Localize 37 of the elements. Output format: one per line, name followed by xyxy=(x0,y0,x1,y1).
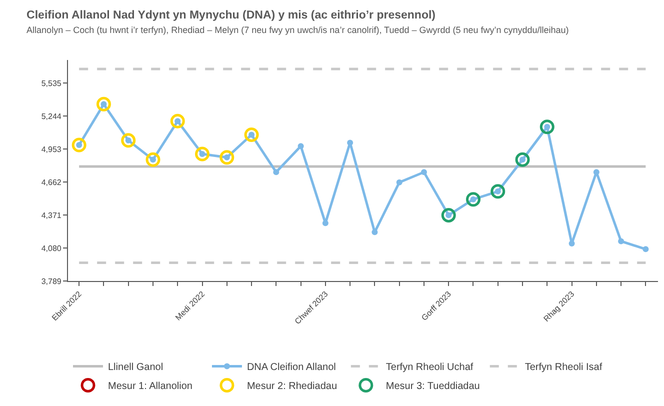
point xyxy=(540,120,554,134)
point xyxy=(121,133,136,148)
y-tick-label: 5,535 xyxy=(41,79,62,88)
legend-label: Mesur 2: Rhediadau xyxy=(246,381,338,392)
point xyxy=(372,229,378,236)
point xyxy=(466,192,480,207)
legend-label: Mesur 3: Tueddiadau xyxy=(386,381,480,392)
y-tick-label: 3,789 xyxy=(41,276,62,286)
point xyxy=(146,152,160,167)
y-tick-label: 4,662 xyxy=(41,178,62,187)
point xyxy=(490,184,506,199)
point xyxy=(396,179,402,186)
chart-title: Cleifion Allanol Nad Ydynt yn Mynychu (DNA) y mis (ac eithrio’r presennol) xyxy=(26,9,436,22)
point xyxy=(420,169,427,176)
legend-label: Mesur 1: Allanolion xyxy=(108,381,192,392)
y-tick-label: 4,371 xyxy=(41,210,62,220)
point xyxy=(195,146,210,162)
point xyxy=(170,114,185,128)
point xyxy=(515,152,530,167)
point xyxy=(244,128,259,142)
y-tick-label: 5,244 xyxy=(41,112,62,121)
legend-label: Terfyn Rheoli Isaf xyxy=(524,362,602,374)
point xyxy=(618,238,624,244)
legend-label: Llinell Ganol xyxy=(108,362,164,374)
point xyxy=(273,169,280,176)
point xyxy=(298,143,304,150)
point xyxy=(72,138,86,152)
point xyxy=(568,240,575,247)
legend-label: Terfyn Rheoli Uchaf xyxy=(386,362,474,374)
point xyxy=(96,96,111,112)
chart-subtitle: Allanolyn – Coch (tu hwnt i’r terfyn), Rhediad – Melyn (7 neu fwy yn uwch/is na’r canolrif), Tuedd – Gwyrdd (5 neu fwy’n cynyddu/lleihau) xyxy=(26,25,569,36)
legend-label: DNA Cleifion Allanol xyxy=(246,362,336,374)
y-tick-label: 4,953 xyxy=(41,144,62,154)
point xyxy=(220,150,234,165)
point xyxy=(642,246,649,252)
point xyxy=(441,208,456,222)
y-tick-label: 4,080 xyxy=(41,244,62,253)
